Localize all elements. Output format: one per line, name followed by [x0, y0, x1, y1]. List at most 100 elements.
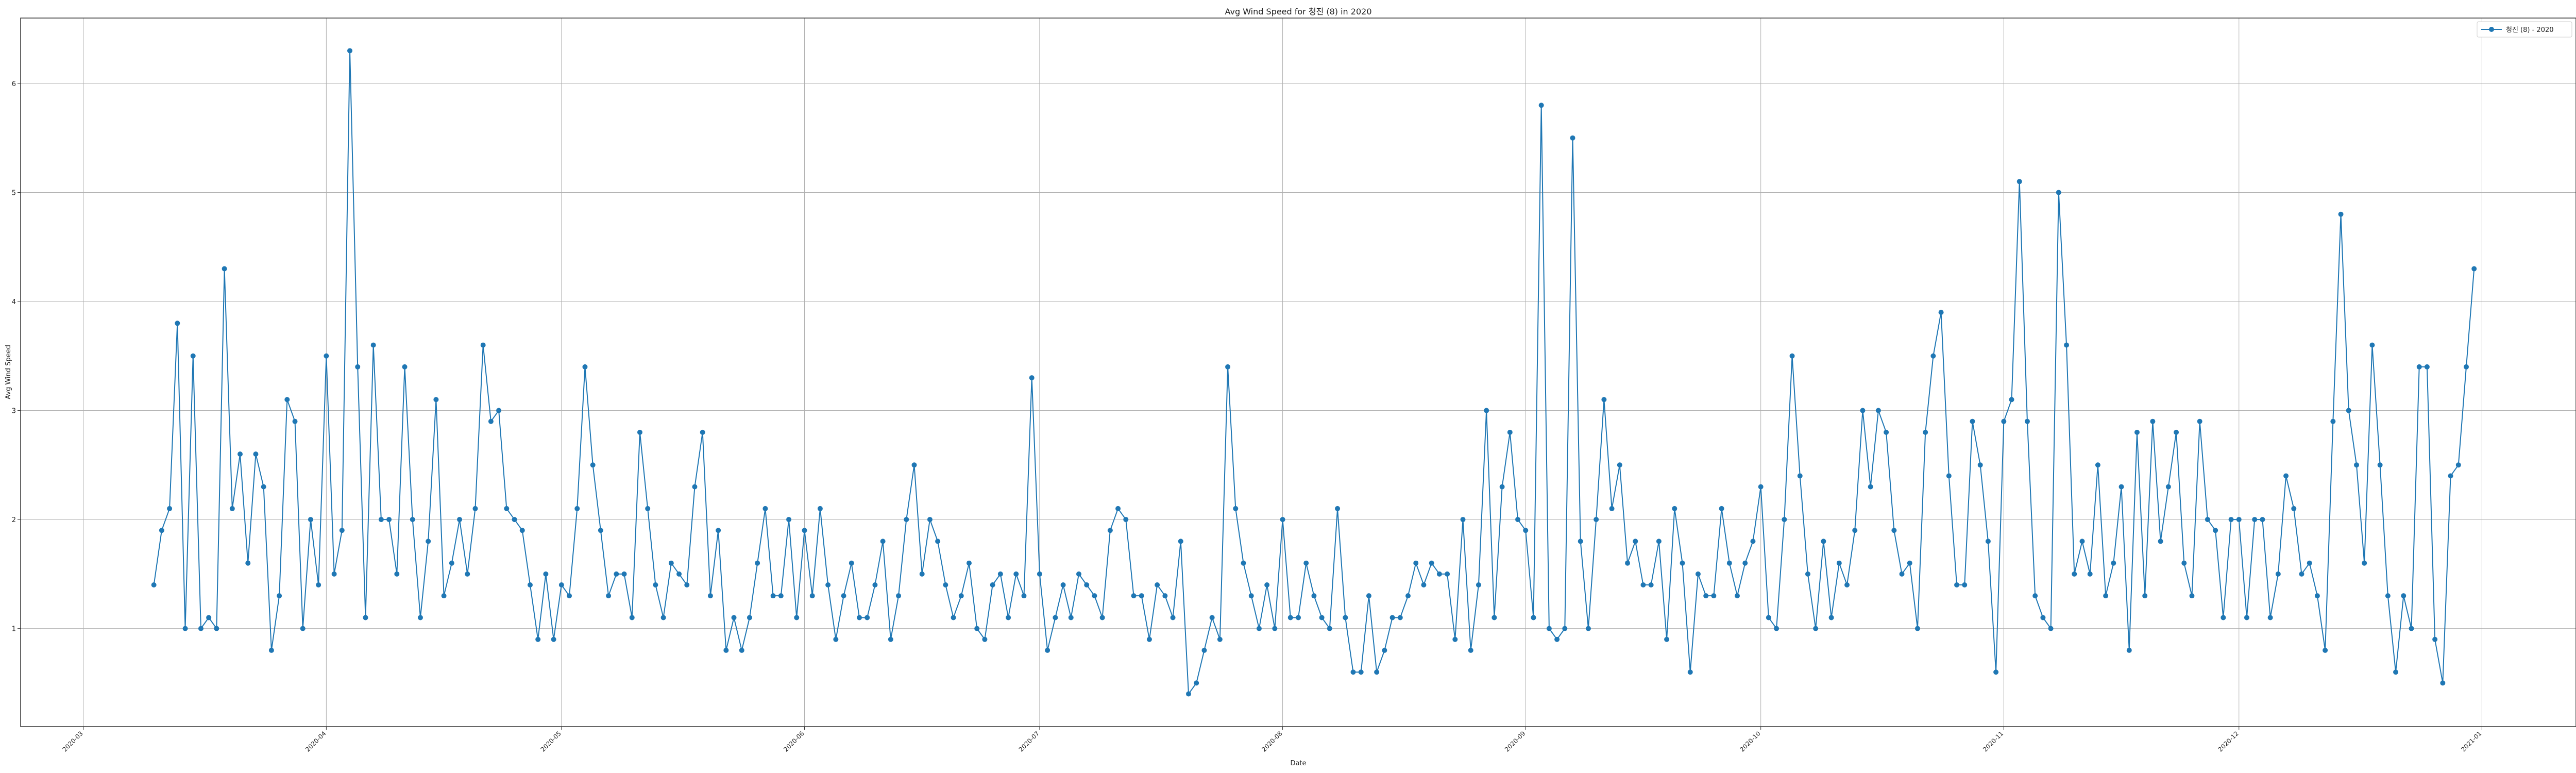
- data-point: [1382, 647, 1387, 653]
- data-point: [927, 517, 933, 523]
- legend: 청진 (8) - 2020: [2477, 21, 2572, 38]
- data-point: [958, 593, 964, 599]
- data-point: [2197, 418, 2202, 424]
- data-point: [1170, 615, 1176, 620]
- data-point: [1844, 582, 1850, 587]
- y-tick-label: 1: [12, 626, 16, 633]
- data-point: [1209, 615, 1215, 620]
- data-point: [222, 266, 227, 272]
- data-point: [378, 517, 384, 523]
- data-point: [1891, 528, 1897, 533]
- data-point: [1899, 571, 1905, 577]
- data-point: [951, 615, 956, 620]
- data-point: [426, 539, 431, 544]
- data-point: [778, 593, 784, 599]
- data-point: [1045, 647, 1050, 653]
- data-point: [1648, 582, 1654, 587]
- data-point: [2095, 462, 2100, 468]
- data-point: [1617, 462, 1622, 468]
- data-point: [1421, 582, 1427, 587]
- data-point: [1146, 636, 1152, 642]
- data-point: [2016, 179, 2022, 184]
- data-point: [1303, 560, 1309, 566]
- data-point: [355, 364, 361, 369]
- data-point: [2079, 539, 2085, 544]
- data-point: [1327, 626, 1332, 631]
- data-point: [1436, 571, 1442, 577]
- data-point: [1084, 582, 1090, 587]
- data-point: [190, 353, 196, 359]
- data-point: [1735, 593, 1740, 599]
- data-point: [1343, 615, 1348, 620]
- data-point: [488, 418, 494, 424]
- data-point: [1201, 647, 1207, 653]
- data-point: [394, 571, 400, 577]
- data-point: [1053, 615, 1058, 620]
- data-point: [182, 626, 188, 631]
- data-point: [1797, 473, 1803, 479]
- data-point: [2424, 364, 2430, 369]
- data-point: [433, 397, 439, 402]
- data-point: [1131, 593, 1137, 599]
- data-point: [1366, 593, 1371, 599]
- data-point: [1914, 626, 1920, 631]
- data-point: [292, 418, 298, 424]
- data-point: [1060, 582, 1066, 587]
- data-point: [1836, 560, 1842, 566]
- data-point: [1452, 636, 1458, 642]
- data-point: [2103, 593, 2109, 599]
- data-point: [1492, 615, 1497, 620]
- data-point: [770, 593, 776, 599]
- data-point: [747, 615, 752, 620]
- data-point: [441, 593, 447, 599]
- legend-marker-swatch: [2489, 27, 2494, 32]
- data-point: [637, 429, 642, 435]
- data-point: [1499, 484, 1505, 490]
- data-point: [786, 517, 792, 523]
- y-tick-label: 4: [12, 298, 16, 306]
- data-point: [614, 571, 619, 577]
- data-point: [1264, 582, 1270, 587]
- data-point: [1875, 408, 1881, 413]
- data-point: [1507, 429, 1513, 435]
- data-point: [919, 571, 925, 577]
- data-point: [1538, 103, 1544, 108]
- data-point: [2072, 571, 2077, 577]
- data-point: [1868, 484, 1873, 490]
- gridlines: [21, 18, 2576, 727]
- data-point: [982, 636, 988, 642]
- y-tick-label: 2: [12, 516, 16, 524]
- data-point: [841, 593, 846, 599]
- legend-label: 청진 (8) - 2020: [2506, 26, 2554, 34]
- data-point: [2213, 528, 2218, 533]
- data-point: [1287, 615, 1293, 620]
- data-point: [2142, 593, 2148, 599]
- data-point: [2189, 593, 2195, 599]
- data-point: [1656, 539, 1662, 544]
- data-point: [1296, 615, 1301, 620]
- data-point: [1954, 582, 1960, 587]
- data-point: [904, 517, 909, 523]
- data-point: [621, 571, 627, 577]
- data-point: [2111, 560, 2116, 566]
- data-point: [2307, 560, 2312, 566]
- data-point: [1742, 560, 1748, 566]
- data-point: [1594, 517, 1599, 523]
- data-point: [1907, 560, 1912, 566]
- series-layer: [151, 48, 2477, 697]
- data-point: [1185, 691, 1191, 697]
- data-point: [1515, 517, 1521, 523]
- data-point: [2369, 342, 2375, 348]
- data-point: [794, 615, 800, 620]
- data-point: [402, 364, 408, 369]
- data-point: [1766, 615, 1771, 620]
- data-point: [1562, 626, 1568, 631]
- data-point: [676, 571, 682, 577]
- data-point: [598, 528, 603, 533]
- data-point: [716, 528, 721, 533]
- data-point: [1977, 462, 1983, 468]
- data-point: [1217, 636, 1223, 642]
- data-point: [2385, 593, 2391, 599]
- data-point: [1813, 626, 1819, 631]
